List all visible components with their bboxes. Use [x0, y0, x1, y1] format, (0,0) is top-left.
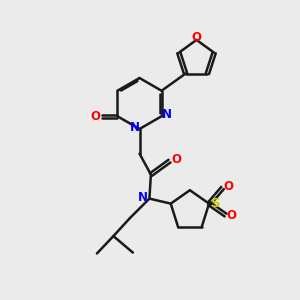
Text: S: S — [211, 197, 220, 210]
Text: O: O — [224, 180, 234, 193]
Text: N: N — [162, 108, 172, 121]
Text: N: N — [129, 121, 140, 134]
Text: O: O — [191, 31, 202, 44]
Text: N: N — [138, 190, 148, 204]
Text: O: O — [226, 208, 237, 221]
Text: O: O — [91, 110, 101, 123]
Text: O: O — [171, 153, 181, 166]
